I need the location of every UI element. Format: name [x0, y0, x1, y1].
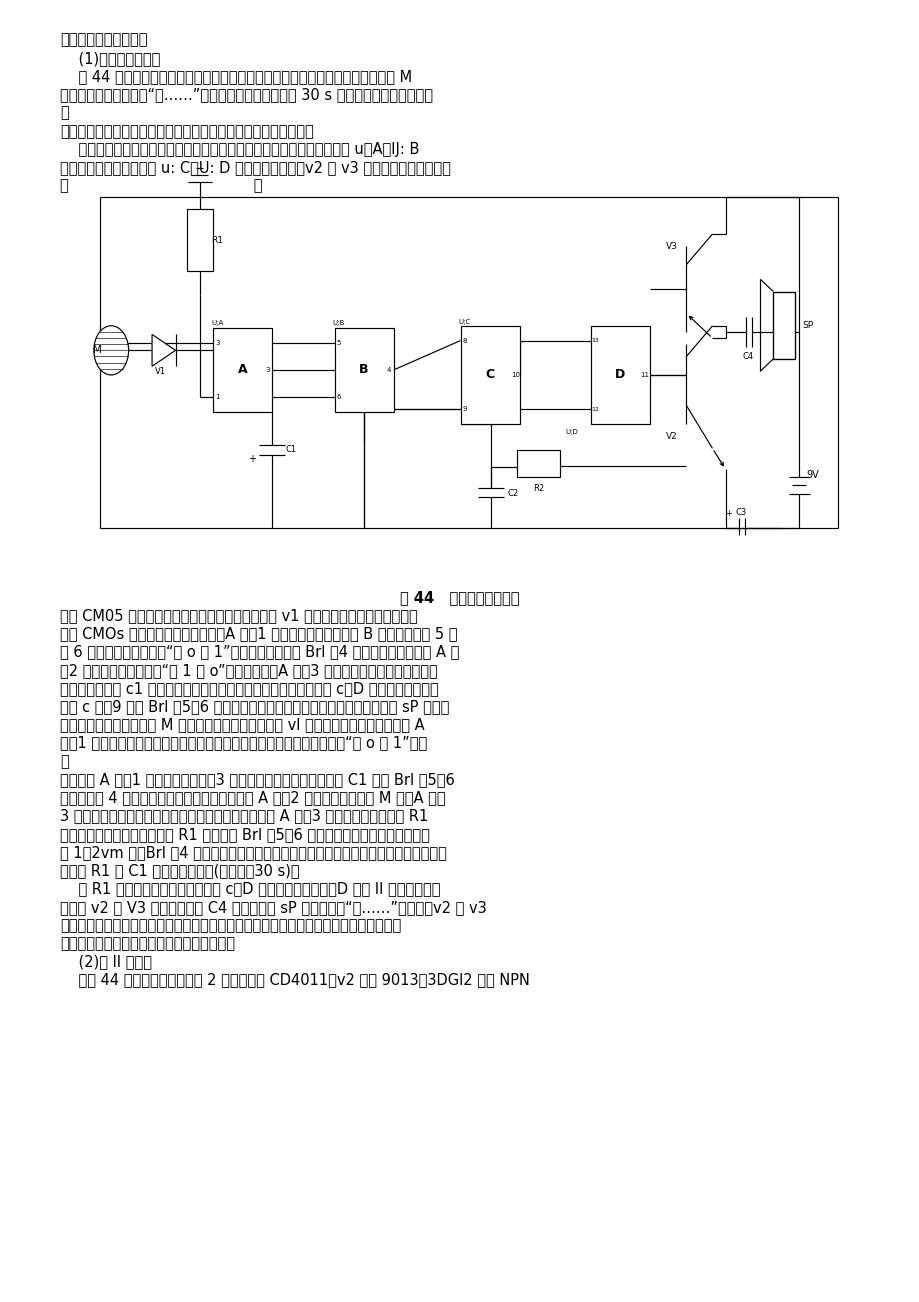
- Text: 简单实用触模式报警器: 简单实用触模式报警器: [60, 33, 147, 48]
- Text: 6: 6: [336, 395, 341, 400]
- Bar: [335, 328, 393, 411]
- Text: 5: 5: [336, 340, 341, 346]
- Text: B: B: [359, 363, 369, 376]
- Text: U;C: U;C: [459, 319, 471, 326]
- Text: 当 R1 上端输出高电乎时，与非门 c、D 组成的振荡器起振，D 门的 II 脚输出振荡信: 当 R1 上端输出高电乎时，与非门 c、D 组成的振荡器起振，D 门的 II 脚…: [60, 881, 440, 897]
- Text: C3: C3: [734, 508, 746, 517]
- Text: 13: 13: [591, 339, 598, 342]
- Text: 图 44 是一种高灵敏度的触摸式报警电路。当人手甚至于戟着手套触模到电极片 M: 图 44 是一种高灵敏度的触摸式报警电路。当人手甚至于戟着手套触模到电极片 M: [60, 69, 412, 85]
- Text: 该报警器由单稳态电路、音频振荡器和音频功率放大器等组成。与非门 u，A、IJ: B: 该报警器由单稳态电路、音频振荡器和音频功率放大器等组成。与非门 u，A、IJ: …: [60, 142, 419, 158]
- Text: 12: 12: [591, 406, 598, 411]
- Text: 两脚，使其 4 脚输出低电乎，此低电干又反馈到 A 门的2 脚。所以人手离开 M 时，A 门的: 两脚，使其 4 脚输出低电乎，此低电干又反馈到 A 门的2 脚。所以人手离开 M…: [60, 790, 445, 806]
- Text: 3: 3: [215, 340, 220, 346]
- Bar: [590, 326, 649, 424]
- Bar: [773, 292, 794, 359]
- Text: 时，它都会发出响亮的“唰……”报警声，响声可一直持续 30 s 左右。如再次触模，则再: 时，它都会发出响亮的“唰……”报警声，响声可一直持续 30 s 左右。如再次触模…: [60, 87, 432, 103]
- Text: 10: 10: [510, 372, 519, 378]
- Text: R1: R1: [211, 236, 223, 245]
- Text: 在图 44 中，集成电路选用四 2 输入与非门 CD4011；v2 选用 9013、3DGl2 等硅 NPN: 在图 44 中，集成电路选用四 2 输入与非门 CD4011；v2 选用 901…: [60, 973, 529, 988]
- Text: 4: 4: [387, 367, 391, 372]
- Text: 1: 1: [215, 395, 220, 400]
- Text: 关系，当 A 门的1 脚输入负脉冲时，3 脚就输出高电干，此高电乎经 C1 加到 Brl 的5、6: 关系，当 A 门的1 脚输入负脉冲时，3 脚就输出高电干，此高电乎经 C1 加到…: [60, 772, 454, 788]
- Text: 的2 脚也为高电乎。根据“全 1 为 o”的逻辑关系，A 门的3 脚输出低电乎。这时门两端都: 的2 脚也为高电乎。根据“全 1 为 o”的逻辑关系，A 门的3 脚输出低电乎。…: [60, 663, 437, 678]
- Text: 11: 11: [640, 372, 649, 378]
- Bar: [212, 328, 272, 411]
- Text: R2: R2: [533, 484, 544, 493]
- Text: U;A: U;A: [210, 320, 223, 327]
- Text: 如果入手触摸一下电极片 M 时，人体感应的杂波信号经 vl 整流，获得一个负压，即给 A: 如果入手触摸一下电极片 M 时，人体感应的杂波信号经 vl 整流，获得一个负压，…: [60, 717, 424, 733]
- Polygon shape: [152, 335, 176, 366]
- Text: C: C: [485, 368, 494, 381]
- Text: 图 44   触模式报警器电路: 图 44 触模式报警器电路: [400, 591, 519, 605]
- Text: M: M: [93, 345, 102, 355]
- Text: C4: C4: [742, 352, 753, 361]
- Circle shape: [94, 326, 129, 375]
- Text: 分别采用两种导电特性不同的三极管，一个用来放大正半周信号，另一个用来放大负半周: 分别采用两种导电特性不同的三极管，一个用来放大正半周信号，另一个用来放大负半周: [60, 918, 401, 934]
- Text: U;B: U;B: [333, 320, 345, 327]
- Text: 与 6 脚处于低电干。根据“见 o 出 1”的逻辑关系，可知 Brl 的4 脚输出高电乎，所以 A 门: 与 6 脚处于低电干。根据“见 o 出 1”的逻辑关系，可知 Brl 的4 脚输…: [60, 644, 459, 660]
- Text: 为低电乎，电容 c1 没有充电，这是单稳态电路的稳定状态。与非门 c、D 构成音频振荡器，: 为低电乎，电容 c1 没有充电，这是单稳态电路的稳定状态。与非门 c、D 构成音…: [60, 681, 438, 697]
- Text: +: +: [248, 454, 255, 465]
- Text: 8: 8: [462, 337, 467, 344]
- Text: (1)电路结构与特点: (1)电路结构与特点: [60, 51, 160, 66]
- Text: 3 脚仔保持高电乎输出。但这一状态是不稳定的，因为 A 门的3 脚输出的高电乎将经 R1: 3 脚仔保持高电乎输出。但这一状态是不稳定的，因为 A 门的3 脚输出的高电乎将…: [60, 809, 427, 824]
- Text: 大                                        器: 大 器: [60, 178, 262, 194]
- Text: V1: V1: [155, 367, 166, 376]
- Bar: [516, 449, 560, 477]
- Text: C2: C2: [506, 490, 517, 499]
- Text: U;D: U;D: [565, 430, 577, 435]
- Text: 至 1／2vm 时，Brl 的4 脚就输出高电乎，电路恢复到原来的稳定状态。电路暂态时间主要: 至 1／2vm 时，Brl 的4 脚就输出高电乎，电路恢复到原来的稳定状态。电路…: [60, 845, 447, 861]
- Text: SP: SP: [801, 322, 812, 331]
- Text: 辑: 辑: [60, 754, 69, 769]
- Text: 9V: 9V: [805, 470, 818, 480]
- Bar: [460, 326, 519, 424]
- Text: D: D: [615, 368, 625, 381]
- Text: 由于 CM05 电路具有极高的输入阻抗，虽然二极管 v1 反相连接，但它的反相电阶仓: 由于 CM05 电路具有极高的输入阻抗，虽然二极管 v1 反相连接，但它的反相电…: [60, 608, 417, 624]
- Text: 向电容瓢充电，充电结果会使 R1 的上端即 Brl 的5、6 两脚的电干不断下降。当电乎降: 向电容瓢充电，充电结果会使 R1 的上端即 Brl 的5、6 两脚的电干不断下降…: [60, 827, 429, 842]
- Text: 9: 9: [462, 406, 467, 413]
- Text: V3: V3: [665, 242, 677, 251]
- Text: 由于 c 门的9 脚与 Brl 的5、6 脚相连并为低电乎，所以振荡器停振，故扬声器 sP 无声。: 由于 c 门的9 脚与 Brl 的5、6 脚相连并为低电乎，所以振荡器停振，故扬…: [60, 699, 448, 715]
- Text: V2: V2: [665, 432, 676, 440]
- Text: 信号，所以称这种电路为互补型推挝放大器。: 信号，所以称这种电路为互补型推挝放大器。: [60, 936, 234, 952]
- Text: +: +: [724, 509, 731, 518]
- Text: 取决于 R1 和 C1 的充电时间常数(本电路约30 s)。: 取决于 R1 和 C1 的充电时间常数(本电路约30 s)。: [60, 863, 299, 879]
- Text: 3: 3: [265, 367, 269, 372]
- Bar: [187, 210, 212, 271]
- Text: 发: 发: [60, 105, 69, 121]
- Text: (2)元 II 件选摄: (2)元 II 件选摄: [60, 954, 152, 970]
- Text: 一次声音。此报警器可用于弹子门锁或其他金属物品防盗报警用。: 一次声音。此报警器可用于弹子门锁或其他金属物品防盗报警用。: [60, 124, 313, 139]
- Text: 小于 CMOs 电路的输入阻抗，所以，A 门的1 脚处于高电干。与非门 B 的两个输入端 5 脚: 小于 CMOs 电路的输入阻抗，所以，A 门的1 脚处于高电干。与非门 B 的两…: [60, 626, 457, 642]
- Text: A: A: [237, 363, 247, 376]
- Text: 号，经 v2 和 V3 功放后，通过 C4 推动扬声器 sP 发出响亮的“田……”报警声。v2 和 v3: 号，经 v2 和 V3 功放后，通过 C4 推动扬声器 sP 发出响亮的“田………: [60, 900, 486, 915]
- Text: 门的1 脚输入一个负脉冲，单稳态电路就翻转进入暂态。其过程是：根据“见 o 出 1”的逻: 门的1 脚输入一个负脉冲，单稳态电路就翻转进入暂态。其过程是：根据“见 o 出 …: [60, 736, 426, 751]
- Text: C1: C1: [285, 445, 296, 454]
- Text: 构成单稳态电路，与非门 u: C、U: D 构成音频振荡器，v2 和 v3 组成互补型音频功率放: 构成单稳态电路，与非门 u: C、U: D 构成音频振荡器，v2 和 v3 组成…: [60, 160, 450, 176]
